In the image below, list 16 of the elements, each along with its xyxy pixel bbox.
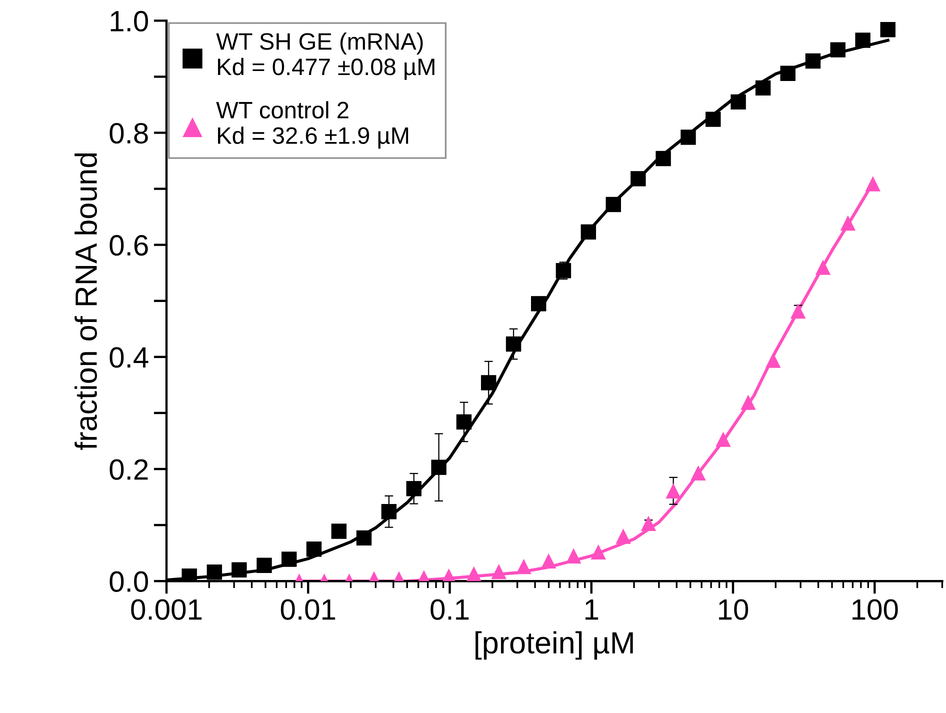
x-tick-label: 0.001 xyxy=(131,599,202,620)
x-tick-label: 1 xyxy=(586,600,598,620)
y-axis-title: fraction of RNA bound xyxy=(74,153,97,450)
y-tick-label: 0.0 xyxy=(110,571,148,592)
x-tick-label: 0.1 xyxy=(430,599,469,620)
legend-label: WT SH GE (mRNA) Kd = 0.477 ±0.08 µM xyxy=(216,32,434,80)
x-tick-label: 0.01 xyxy=(280,599,336,620)
y-tick-label: 0.6 xyxy=(110,235,148,256)
x-axis-title: [protein] µM xyxy=(476,631,633,660)
y-tick-label: 0.8 xyxy=(110,122,148,144)
y-tick-label: 0.4 xyxy=(110,347,148,368)
y-tick-label: 1.0 xyxy=(110,10,148,32)
x-tick-label: 10 xyxy=(719,599,748,620)
x-tick-label: 100 xyxy=(852,599,898,620)
legend-label: WT control 2 Kd = 32.6 ±1.9 µM xyxy=(216,101,408,149)
y-tick-label: 0.2 xyxy=(110,459,148,480)
